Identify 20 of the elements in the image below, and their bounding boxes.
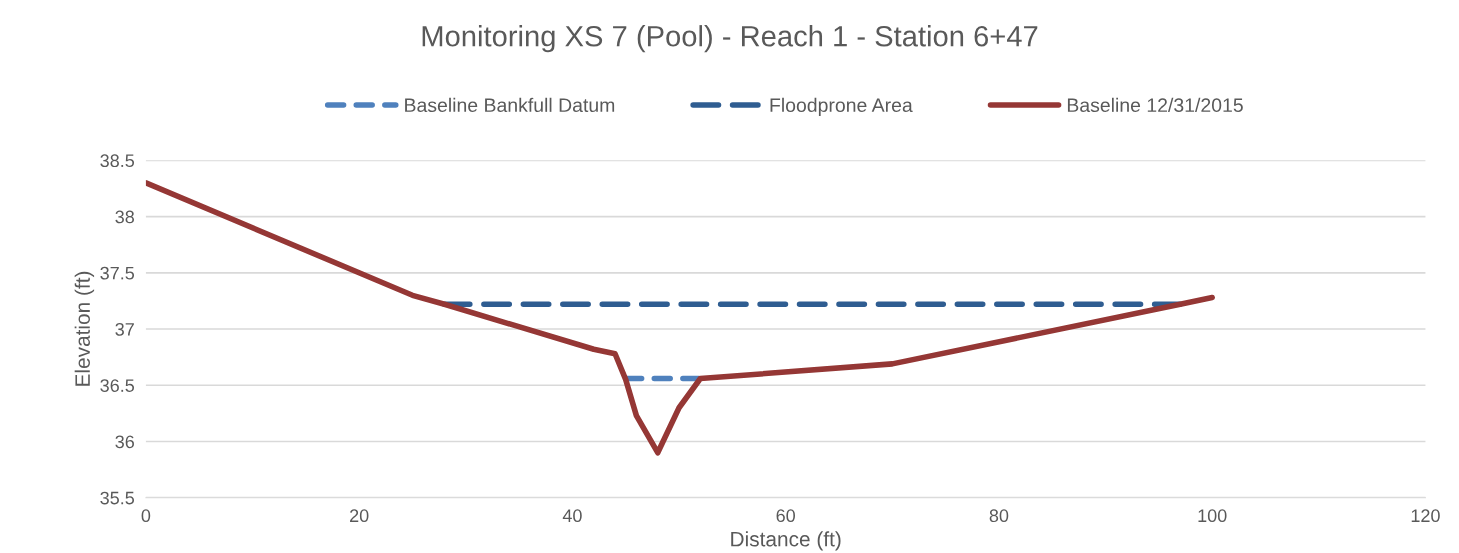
x-tick-label: 60 <box>776 509 796 523</box>
y-tick-label: 37.5 <box>100 266 135 280</box>
y-tick-label: 36.5 <box>100 379 135 392</box>
x-tick-label: 100 <box>1198 509 1227 523</box>
y-tick-label: 38 <box>115 210 135 224</box>
y-tick-label: 38.5 <box>100 154 135 168</box>
x-tick-label: 40 <box>562 509 582 523</box>
x-tick-label: 120 <box>1411 509 1440 523</box>
x-tick-label: 20 <box>350 509 369 523</box>
legend-label: Baseline Bankfull Datum <box>405 97 615 113</box>
legend-label: Floodprone Area <box>770 97 913 116</box>
y-tick-label: 36 <box>115 435 134 449</box>
x-tick-label: 80 <box>989 509 1009 523</box>
y-tick-label: 35.5 <box>100 491 135 505</box>
x-axis-title: Distance (ft) <box>731 531 841 551</box>
legend-label: Baseline 12/31/2015 <box>1067 97 1243 113</box>
y-tick-label: 37 <box>115 322 134 336</box>
x-tick-label: 0 <box>141 509 151 523</box>
chart-title: Monitoring XS 7 (Pool) - Reach 1 - Station 6+47 <box>422 25 1038 53</box>
y-axis-title: Elevation (ft) <box>74 271 95 386</box>
